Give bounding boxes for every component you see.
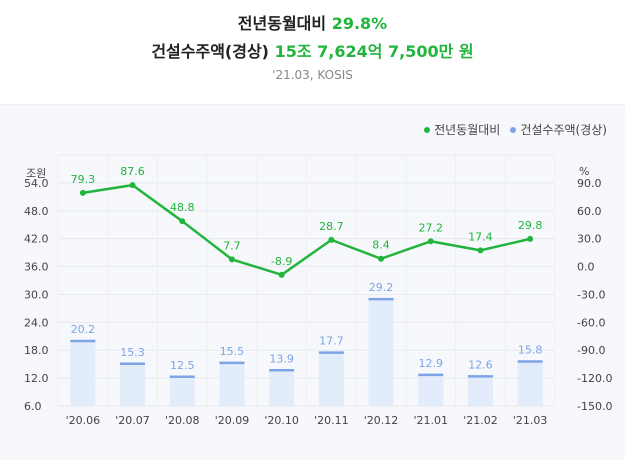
- line-value-label: 87.6: [120, 165, 145, 178]
- line-value-label: 29.8: [518, 219, 543, 232]
- bar[interactable]: [467, 375, 493, 406]
- x-tick-label: '20.11: [314, 414, 349, 427]
- bar-value-label: 20.2: [71, 323, 96, 336]
- left-tick-label: 30.0: [24, 288, 49, 301]
- line-value-label: 27.2: [419, 221, 444, 234]
- combo-chart: 20.2 15.3 12.5 15.5 13.9 17.7 29.2 12.9 12.6 15.8…: [24, 154, 612, 427]
- x-tick-label: '20.07: [115, 414, 150, 427]
- line-point[interactable]: [179, 218, 186, 225]
- left-tick-label: 12.0: [24, 372, 49, 385]
- bar[interactable]: [219, 361, 245, 406]
- line-point[interactable]: [278, 271, 285, 278]
- bar-value-label: 15.3: [120, 346, 145, 359]
- left-tick-label: 54.0: [24, 177, 49, 190]
- right-tick-label: -120.0: [577, 372, 612, 385]
- left-tick-label: 36.0: [24, 261, 49, 274]
- right-tick-label: 60.0: [577, 205, 602, 218]
- right-tick-label: 0.0: [577, 261, 595, 274]
- line-point[interactable]: [79, 189, 86, 196]
- right-tick-label: -150.0: [577, 400, 612, 413]
- source-note: '21.03, KOSIS: [272, 68, 353, 82]
- x-tick-label: '20.08: [165, 414, 200, 427]
- line-value-label: 79.3: [71, 173, 96, 186]
- legend-label-yoy: 전년동월대비: [434, 123, 501, 137]
- yoy-value: 29.8%: [331, 14, 388, 33]
- line-value-label: -8.9: [271, 255, 292, 268]
- bar-value-label: 12.9: [419, 357, 444, 370]
- right-tick-label: -60.0: [577, 316, 605, 329]
- line-point[interactable]: [328, 236, 335, 243]
- orders-value: 15조 7,624억 7,500만 원: [274, 42, 474, 61]
- bar-value-label: 17.7: [319, 335, 344, 348]
- axes: 6.0 12.0 18.0 24.0 30.0 36.0 42.0 48.0 54.0 -150.…: [24, 177, 612, 427]
- legend-item-orders[interactable]: 건설수주액(경상): [510, 121, 607, 138]
- left-tick-label: 48.0: [24, 205, 49, 218]
- bar-value-label: 12.5: [170, 359, 195, 372]
- line-point[interactable]: [129, 182, 136, 189]
- chart-legend: 전년동월대비 건설수주액(경상): [424, 121, 607, 138]
- bar[interactable]: [169, 375, 195, 406]
- left-tick-label: 18.0: [24, 344, 49, 357]
- bar-value-label: 12.6: [468, 358, 493, 371]
- bar-value-label: 15.8: [518, 343, 543, 356]
- x-tick-label: '20.09: [215, 414, 250, 427]
- yoy-label: 전년동월대비: [237, 14, 327, 33]
- line-point[interactable]: [378, 255, 385, 262]
- bar[interactable]: [517, 360, 543, 406]
- chart-header: 전년동월대비 29.8% 건설수주액(경상) 15조 7,624억 7,500만…: [0, 0, 625, 104]
- right-tick-label: -90.0: [577, 344, 605, 357]
- bar[interactable]: [70, 339, 96, 406]
- left-axis-unit: 조원: [26, 167, 47, 180]
- x-tick-label: '20.10: [264, 414, 299, 427]
- line-series: 79.3 87.6 48.8 7.7 -8.9 28.7 8.4 27.2 17.4 29.8: [71, 165, 543, 278]
- legend-dot-green: [424, 126, 431, 133]
- orders-label: 건설수주액(경상): [151, 42, 269, 61]
- line-point[interactable]: [527, 235, 534, 242]
- right-tick-label: -30.0: [577, 288, 605, 301]
- legend-label-orders: 건설수주액(경상): [520, 123, 607, 137]
- line-point[interactable]: [228, 256, 235, 263]
- right-axis-unit: %: [579, 165, 590, 178]
- bar-value-label: 13.9: [269, 352, 294, 365]
- line-point[interactable]: [477, 247, 484, 254]
- x-tick-label: '21.01: [413, 414, 448, 427]
- orders-headline: 건설수주액(경상) 15조 7,624억 7,500만 원: [0, 38, 625, 62]
- x-tick-label: '20.12: [364, 414, 399, 427]
- line-value-label: 28.7: [319, 220, 344, 233]
- x-tick-label: '21.02: [463, 414, 498, 427]
- right-tick-label: 90.0: [577, 177, 602, 190]
- line-value-label: 48.8: [170, 201, 195, 214]
- bar[interactable]: [318, 351, 344, 406]
- yoy-headline: 전년동월대비 29.8%: [0, 10, 625, 34]
- bar-series: 20.2 15.3 12.5 15.5 13.9 17.7 29.2 12.9 12.6 15.8: [70, 281, 543, 406]
- legend-dot-blue: [510, 126, 517, 133]
- line-path: [82, 183, 531, 277]
- x-tick-label: '20.06: [66, 414, 101, 427]
- x-tick-label: '21.03: [513, 414, 548, 427]
- line-value-label: 8.4: [372, 239, 390, 252]
- bar[interactable]: [418, 373, 444, 406]
- bar-value-label: 15.5: [220, 345, 245, 358]
- line-value-label: 17.4: [468, 230, 493, 243]
- bar[interactable]: [269, 369, 295, 406]
- left-tick-label: 42.0: [24, 233, 49, 246]
- line-point[interactable]: [427, 238, 434, 245]
- right-tick-label: 30.0: [577, 233, 602, 246]
- bar[interactable]: [120, 362, 146, 406]
- left-tick-label: 24.0: [24, 316, 49, 329]
- left-tick-label: 6.0: [24, 400, 42, 413]
- line-value-label: 7.7: [223, 239, 241, 252]
- bar[interactable]: [368, 298, 394, 406]
- bar-value-label: 29.2: [369, 281, 394, 294]
- legend-item-yoy[interactable]: 전년동월대비: [424, 121, 500, 138]
